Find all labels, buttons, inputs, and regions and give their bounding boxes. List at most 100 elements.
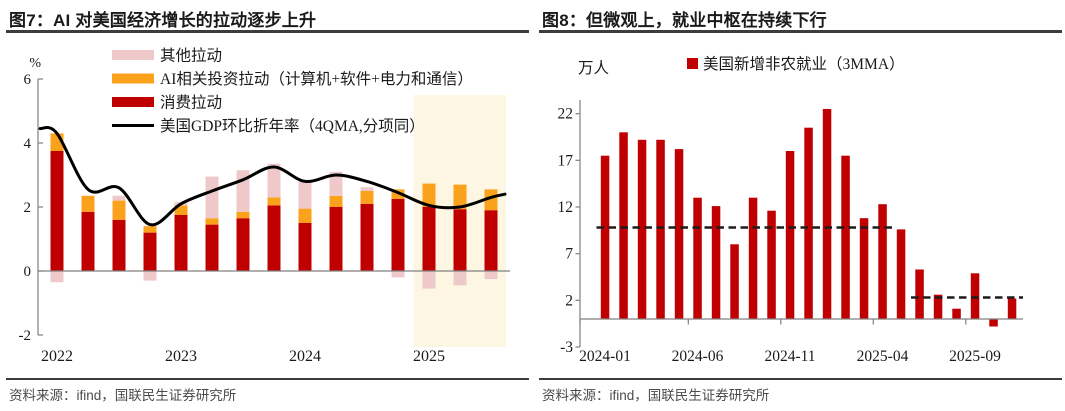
bar-consumption	[205, 224, 219, 271]
bar-other	[298, 181, 312, 209]
bar-consumption	[236, 218, 250, 271]
gdp-line	[38, 126, 507, 227]
y-axis-unit-label: %	[29, 56, 41, 71]
bar-payroll-negative	[989, 319, 998, 327]
bar-ai-investment	[143, 226, 157, 233]
figure7-source: 资料来源：ifind，国联民生证券研究所	[9, 388, 237, 403]
bar-payroll	[896, 229, 906, 319]
bar-other-negative	[453, 271, 467, 286]
bar-payroll	[600, 155, 610, 319]
x-tick-label: 2022	[41, 348, 73, 365]
bar-payroll	[619, 132, 628, 319]
bar-consumption	[298, 223, 312, 271]
bar-payroll	[637, 139, 647, 319]
figure8-chart: 22 17 12 7 2 -3 2024-01 2024-06 2024-11 2025-04 20…	[558, 55, 1023, 365]
bar-payroll	[952, 308, 961, 319]
bar-ai-investment	[329, 195, 343, 207]
bar-ai-investment	[298, 208, 312, 223]
bar-consumption	[143, 232, 157, 271]
bar-payroll	[915, 269, 924, 319]
bar-other-negative	[484, 271, 498, 279]
bar-ai-investment	[205, 218, 219, 225]
bar-consumption	[422, 207, 436, 271]
bar-ai-investment	[112, 200, 126, 220]
y-tick-label: -3	[560, 339, 573, 356]
panel-figure7: 图7：AI 对美国经济增长的拉动逐步上升 6 4 2 0 -2% 2022 2023 2024…	[0, 0, 532, 411]
legend-swatch	[112, 73, 154, 84]
bar-consumption	[391, 199, 405, 271]
legend-label: AI相关投资拉动（计算机+软件+电力和通信）	[160, 69, 473, 88]
bar-payroll	[878, 204, 887, 319]
bar-consumption	[50, 151, 64, 271]
bar-payroll	[730, 244, 739, 319]
legend-label: 美国GDP环比折年率（4QMA,分项同）	[160, 117, 425, 135]
bar-other-negative	[422, 271, 436, 289]
y-tick-label: 0	[24, 264, 32, 280]
figure7-footer-rule	[6, 378, 529, 380]
legend-swatch	[112, 97, 154, 107]
bar-consumption	[360, 203, 374, 271]
figure7-title-rule	[6, 30, 529, 33]
payroll-bars	[600, 109, 1017, 327]
bar-payroll	[748, 197, 758, 319]
x-tick-label: 2025-09	[949, 348, 1001, 365]
figure8-title: 图8：但微观上，就业中枢在持续下行	[542, 11, 827, 30]
bar-other	[267, 163, 281, 198]
bar-other	[360, 187, 374, 191]
bar-payroll	[693, 197, 702, 319]
legend-label: 其他拉动	[160, 47, 222, 65]
bar-consumption	[453, 209, 467, 271]
bar-payroll	[656, 139, 665, 319]
bar-other-negative	[391, 271, 405, 278]
bar-other	[112, 195, 126, 201]
x-tick-label: 2024-06	[672, 348, 724, 365]
bar-ai-investment	[174, 205, 188, 215]
legend-label: 美国新增非农就业（3MMA）	[703, 55, 905, 73]
bar-ai-investment	[422, 183, 436, 207]
y-tick-label: 2	[565, 292, 573, 309]
figure8-footer-rule	[539, 378, 1062, 380]
bar-consumption	[81, 211, 95, 271]
legend: 其他拉动 AI相关投资拉动（计算机+软件+电力和通信） 消费拉动美国GDP环比折年率…	[112, 47, 473, 135]
bar-consumption	[329, 207, 343, 271]
x-tick-label: 2023	[165, 348, 197, 365]
bar-payroll	[822, 109, 832, 319]
bar-consumption	[112, 219, 126, 271]
legend-swatch	[112, 50, 154, 60]
bar-payroll	[933, 294, 943, 319]
bar-ai-investment	[236, 211, 250, 219]
y-tick-label: 12	[558, 199, 574, 216]
x-tick-label: 2024-01	[579, 348, 631, 365]
bar-other-negative	[143, 271, 157, 281]
y-tick-label: 7	[565, 246, 573, 263]
y-tick-label: 6	[24, 72, 32, 88]
y-tick-label: 17	[558, 152, 574, 169]
x-tick-label: 2024-11	[764, 348, 815, 365]
bar-payroll	[859, 218, 869, 319]
bar-payroll	[674, 149, 684, 319]
bar-other	[205, 176, 219, 219]
bar-payroll	[785, 151, 795, 319]
y-axis-unit-label: 万人	[578, 59, 609, 77]
figure7-chart: 6 4 2 0 -2% 2022 2023 2024 2025 其他拉动 AI相关投资拉动（计算机+…	[19, 47, 510, 365]
x-tick-label: 2025	[413, 348, 445, 365]
figure8-title-rule	[539, 30, 1062, 33]
bar-payroll	[767, 210, 776, 319]
bar-consumption	[484, 210, 498, 271]
y-tick-label: 22	[558, 106, 574, 123]
bar-payroll	[970, 273, 980, 319]
bar-ai-investment	[360, 191, 374, 204]
bar-payroll	[711, 206, 721, 319]
y-tick-label: 4	[24, 136, 32, 152]
figure8-source: 资料来源：ifind，国联民生证券研究所	[542, 388, 770, 403]
bar-payroll	[1007, 298, 1017, 319]
legend-swatch	[687, 58, 698, 69]
bar-payroll	[841, 155, 850, 319]
bar-other-negative	[50, 271, 64, 283]
legend-label: 消费拉动	[160, 94, 222, 112]
bar-consumption	[267, 205, 281, 271]
x-tick-label: 2025-04	[857, 348, 909, 365]
bar-consumption	[174, 215, 188, 271]
legend-line-swatch	[112, 124, 154, 127]
